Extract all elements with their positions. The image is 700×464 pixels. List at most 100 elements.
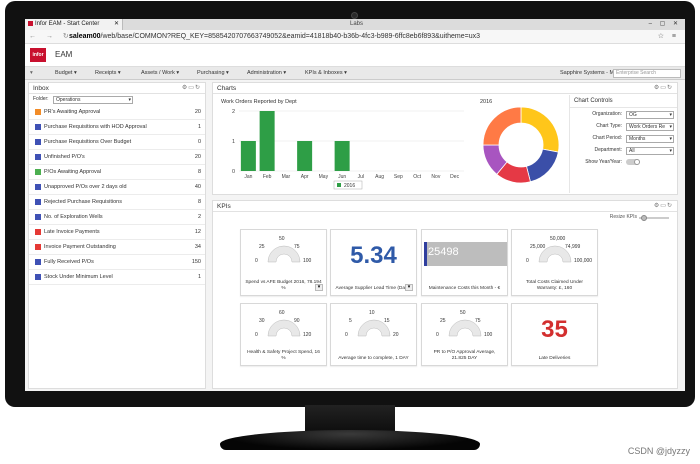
kpi-dropdown-icon[interactable]: ▾ — [405, 284, 413, 291]
inbox-item[interactable]: Stock Under Minimum Level 1 — [29, 270, 205, 285]
inbox-item[interactable]: PR's Awaiting Approval 20 — [29, 105, 205, 120]
x-tick-label: Feb — [263, 174, 272, 180]
chart-control-row: Chart Period: Months — [570, 132, 677, 144]
gauge-tick-label: 25,000 — [530, 244, 546, 250]
inbox-item[interactable]: Unfinished P/O's 20 — [29, 150, 205, 165]
bar-chart: Work Orders Reported by Dept 0 1 2 Jan Feb Ma… — [219, 99, 469, 192]
url-path: /web/base/COMMON?REQ_KEY=858542070766374… — [100, 33, 481, 40]
y-tick-label: 0 — [232, 169, 235, 175]
kpis-title: KPIs ⚙▭↻ — [213, 201, 677, 212]
inbox-item-count: 20 — [194, 109, 201, 115]
bar — [297, 141, 313, 171]
menu-assets-work[interactable]: Assets / Work ▾ — [141, 70, 180, 76]
chart-control-row: Department: All — [570, 144, 677, 156]
url-field[interactable]: saleam00/web/base/COMMON?REQ_KEY=8585420… — [69, 30, 480, 44]
browser-tab-active[interactable]: Infor EAM - Start Center ✕ — [25, 19, 123, 30]
gauge-svg — [357, 319, 391, 337]
kpi-value: 5.34 — [350, 242, 397, 269]
kpi-caption: Average Supplier Lead Time (Days) — [335, 286, 412, 291]
year-toggle[interactable] — [626, 159, 640, 165]
donut-chart: 2016 — [478, 99, 566, 192]
chart-control-select[interactable]: All — [626, 147, 674, 155]
inbox-item-count: 1 — [197, 124, 201, 130]
chart-control-label: Organization: — [592, 111, 622, 117]
kpi-caption: Late Deliveries — [538, 356, 571, 361]
chart-control-select[interactable]: OG — [626, 111, 674, 119]
kpi-dropdown-icon[interactable]: ▾ — [315, 284, 323, 291]
menu-purchasing[interactable]: Purchasing ▾ — [197, 70, 229, 76]
kpi-value: 35 — [541, 316, 568, 343]
menu-receipts[interactable]: Receipts ▾ — [95, 70, 121, 76]
kpi-caption: Maintenance Costs this Month - € — [428, 286, 501, 291]
gauge-arc — [357, 319, 391, 337]
x-tick-label: May — [319, 174, 329, 180]
browser-tab-inactive[interactable]: Labs — [350, 21, 364, 27]
panel-tools-icon[interactable]: ⚙▭↻ — [653, 203, 673, 209]
chart-control-select[interactable]: Months — [626, 135, 674, 143]
resize-knob[interactable] — [641, 215, 647, 221]
webcam-icon — [351, 12, 358, 19]
nav-buttons[interactable]: ← → ↻ — [29, 33, 73, 40]
inbox-item-label: Rejected Purchase Requisitions — [44, 199, 122, 205]
panel-tools-icon[interactable]: ⚙▭↻ — [181, 85, 201, 91]
gauge-tick-label: 100 — [303, 258, 312, 264]
inbox-item-count: 150 — [191, 259, 201, 265]
inbox-item[interactable]: Fully Received P/Os 150 — [29, 255, 205, 270]
kpi-value: 25498 — [428, 246, 459, 258]
kpi-tile[interactable]: 5.34 Average Supplier Lead Time (Days) ▾ — [330, 229, 417, 296]
inbox-item-count: 8 — [197, 199, 201, 205]
chart-control-select[interactable]: Work Orders Re — [626, 123, 674, 131]
inbox-item[interactable]: No. of Exploration Wells 2 — [29, 210, 205, 225]
gauge-tick-label: 25 — [440, 318, 446, 324]
app-name: EAM — [55, 50, 73, 59]
kpi-tile[interactable]: 35 Late Deliveries — [511, 303, 598, 366]
hamburger-icon[interactable]: ▾ — [30, 70, 33, 76]
resize-kpis-label: Resize KPIs — [609, 214, 637, 220]
y-tick-label: 1 — [232, 139, 235, 145]
kpi-tile[interactable]: 25 50 75 0 100 PR to P/O Approval Average, 21… — [421, 303, 508, 366]
kpi-caption: PR to P/O Approval Average, 21.825 DAY — [433, 350, 496, 361]
tab-close-icon[interactable]: ✕ — [113, 21, 119, 27]
folder-select[interactable]: Operations — [53, 96, 133, 104]
panel-tools-icon[interactable]: ⚙▭↻ — [653, 85, 673, 91]
status-square-icon — [35, 244, 41, 250]
kpi-tile[interactable]: 25498 Maintenance Costs this Month - € — [421, 229, 508, 296]
inbox-item[interactable]: Invoice Payment Outstanding 34 — [29, 240, 205, 255]
enterprise-search-input[interactable]: Enterprise Search — [613, 69, 681, 78]
inbox-item[interactable]: Rejected Purchase Requisitions 8 — [29, 195, 205, 210]
charts-panel: Charts ⚙▭↻ Work Orders Reported by Dept … — [212, 82, 678, 195]
inbox-item[interactable]: P/Os Awaiting Approval 8 — [29, 165, 205, 180]
kpi-tile[interactable]: 5 10 15 0 20 Average time to complete, 1 DAY — [330, 303, 417, 366]
inbox-item[interactable]: Unapproved P/Os over 2 days old 40 — [29, 180, 205, 195]
browser-menu-icon[interactable]: ☆ ≡ — [657, 33, 679, 40]
gauge-svg — [538, 245, 572, 263]
inbox-item-count: 40 — [194, 184, 201, 190]
inbox-item-label: Unapproved P/Os over 2 days old — [44, 184, 127, 190]
status-square-icon — [35, 109, 41, 115]
gauge-tick-label: 15 — [384, 318, 390, 324]
gauge-tick-label: 20 — [393, 332, 399, 338]
menu-administration[interactable]: Administration ▾ — [247, 70, 287, 76]
inbox-item[interactable]: Purchase Requisitions Over Budget 0 — [29, 135, 205, 150]
kpi-tile[interactable]: 30 60 90 0 120 Health & Safety Project Spend,… — [240, 303, 327, 366]
kpi-tile[interactable]: 25,000 50,000 74,999 0 100,000 Total Costs Cl… — [511, 229, 598, 296]
main-menu-bar: ▾ Budget ▾ Receipts ▾ Assets / Work ▾ Pu… — [25, 67, 685, 80]
kpi-tile[interactable]: 25 50 75 0 100 Spend vs AFE Budget 2016, 78.1… — [240, 229, 327, 296]
inbox-item-count: 34 — [194, 244, 201, 250]
gauge-tick-label: 74,999 — [565, 244, 581, 250]
inbox-filter: Folder: Operations — [29, 94, 205, 105]
bar — [334, 141, 350, 171]
gauge-tick-label: 5 — [349, 318, 352, 324]
gauge-tick-label: 0 — [255, 332, 258, 338]
resize-kpis-slider[interactable] — [639, 215, 669, 221]
gauge-tick-label: 30 — [259, 318, 265, 324]
inbox-item[interactable]: Late Invoice Payments 12 — [29, 225, 205, 240]
window-controls[interactable]: – ▢ ✕ — [648, 21, 681, 27]
inbox-item[interactable]: Purchase Requisitions with HOD Approval 1 — [29, 120, 205, 135]
x-tick-label: Dec — [450, 174, 459, 180]
donut-year: 2016 — [480, 99, 493, 105]
menu-budget[interactable]: Budget ▾ — [55, 70, 77, 76]
inbox-item-label: No. of Exploration Wells — [44, 214, 103, 220]
menu-kpis-inboxes[interactable]: KPIs & Inboxes ▾ — [305, 70, 347, 76]
status-square-icon — [35, 139, 41, 145]
